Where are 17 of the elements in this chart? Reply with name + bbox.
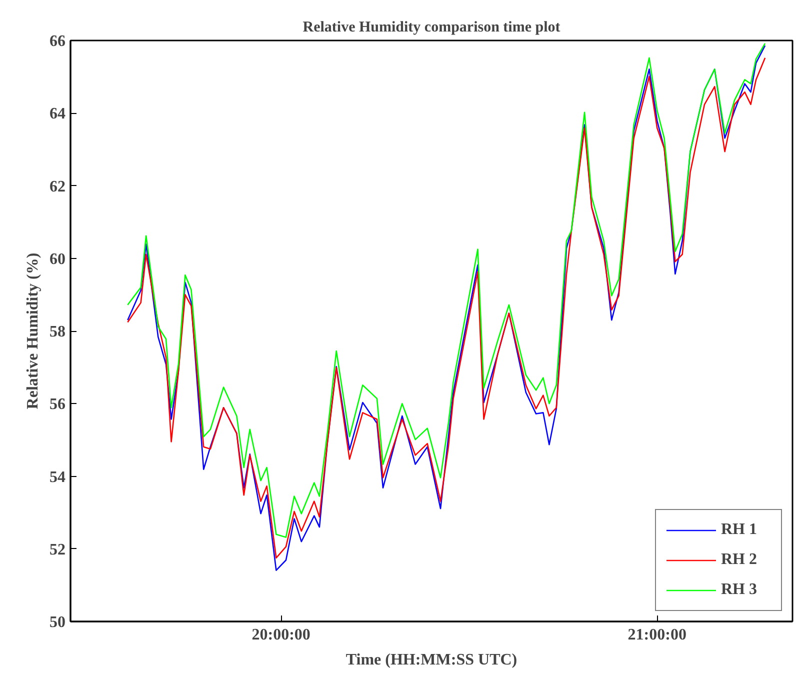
x-axis-title: Time (HH:MM:SS UTC) [346, 652, 518, 668]
y-tick-label: 58 [50, 324, 66, 340]
y-tick-label: 62 [50, 178, 66, 196]
x-tick-label: 20:00:00 [252, 626, 310, 644]
y-tick-label: 54 [50, 468, 66, 486]
x-tick-label: 21:00:00 [628, 626, 686, 644]
y-tick-label: 56 [50, 396, 66, 414]
y-tick-label: 66 [50, 33, 66, 50]
y-tick-label: 52 [50, 541, 66, 558]
y-tick-label: 50 [50, 614, 66, 631]
legend-label: RH 1 [721, 521, 758, 539]
legend-label: RH 3 [721, 581, 758, 599]
y-tick-label: 60 [50, 250, 66, 268]
y-tick-label: 64 [50, 106, 66, 123]
legend-label: RH 2 [721, 551, 758, 569]
y-axis-title: Relative Humidity (%) [24, 252, 42, 410]
chart-title: Relative Humidity comparison time plot [302, 20, 560, 36]
